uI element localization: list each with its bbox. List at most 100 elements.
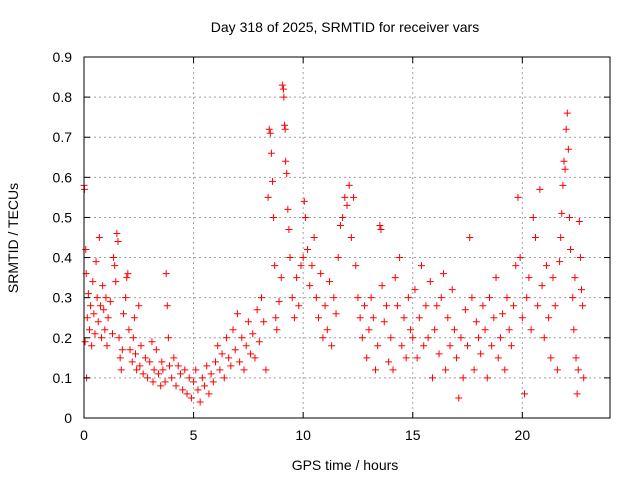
data-point: [376, 221, 384, 229]
data-point: [433, 302, 441, 310]
data-point: [165, 362, 173, 370]
data-point: [194, 386, 202, 394]
data-point: [374, 342, 382, 350]
data-point: [367, 294, 375, 302]
data-point: [358, 334, 366, 342]
data-point: [205, 390, 213, 398]
data-point: [240, 366, 248, 374]
data-point: [402, 354, 410, 362]
data-point: [201, 382, 209, 390]
data-point: [207, 370, 215, 378]
data-point: [203, 362, 211, 370]
data-point: [312, 294, 320, 302]
data-point: [122, 294, 130, 302]
data-point: [490, 314, 498, 322]
data-point: [117, 366, 125, 374]
data-point: [560, 157, 568, 165]
data-point: [571, 274, 579, 282]
data-point: [192, 366, 200, 374]
data-point: [110, 254, 118, 262]
data-point: [492, 274, 500, 282]
data-point: [404, 294, 412, 302]
data-point: [569, 294, 577, 302]
data-point: [281, 121, 289, 129]
data-point: [455, 394, 463, 402]
data-point: [135, 302, 143, 310]
data-point: [448, 286, 456, 294]
data-point: [118, 346, 126, 354]
data-point: [542, 262, 550, 270]
data-point: [393, 302, 401, 310]
data-point: [179, 386, 187, 394]
data-point: [258, 294, 266, 302]
data-point: [457, 334, 465, 342]
data-point: [113, 229, 121, 237]
y-tick-label: 0: [64, 410, 72, 426]
data-point: [111, 262, 119, 270]
data-point: [136, 362, 144, 370]
data-point: [424, 334, 432, 342]
data-point: [304, 246, 312, 254]
data-point: [570, 326, 578, 334]
data-point: [378, 282, 386, 290]
data-point: [336, 221, 344, 229]
data-point: [271, 262, 279, 270]
data-point: [512, 262, 520, 270]
y-tick-label: 0.9: [53, 49, 73, 65]
data-point: [413, 354, 421, 362]
data-point: [435, 350, 443, 358]
data-point: [89, 278, 97, 286]
y-tick-label: 0.6: [53, 169, 73, 185]
data-point: [132, 350, 140, 358]
data-point: [477, 350, 485, 358]
data-point: [295, 302, 303, 310]
data-point: [442, 366, 450, 374]
data-point: [82, 246, 90, 254]
data-point: [170, 354, 178, 362]
data-point: [464, 342, 472, 350]
data-point: [283, 169, 291, 177]
data-point: [125, 326, 133, 334]
data-point: [94, 318, 102, 326]
data-point: [389, 366, 397, 374]
data-point: [354, 294, 362, 302]
data-point: [470, 366, 478, 374]
data-point: [162, 270, 170, 278]
data-point: [306, 282, 314, 290]
data-point: [185, 374, 193, 382]
y-tick-label: 0.8: [53, 89, 73, 105]
data-point: [547, 354, 555, 362]
data-point: [146, 358, 154, 366]
data-point: [573, 390, 581, 398]
data-point: [317, 270, 325, 278]
data-point: [129, 334, 137, 342]
data-point: [155, 370, 163, 378]
data-point: [126, 346, 134, 354]
data-point: [277, 274, 285, 282]
data-point: [99, 282, 107, 290]
data-point: [279, 85, 287, 93]
data-point: [352, 262, 360, 270]
data-point: [123, 274, 131, 282]
data-point: [564, 145, 572, 153]
plot-frame: [83, 56, 611, 419]
data-point: [280, 93, 288, 101]
data-point: [176, 370, 184, 378]
data-point: [214, 342, 222, 350]
data-point: [499, 310, 507, 318]
data-point: [323, 326, 331, 334]
data-point: [561, 165, 569, 173]
data-point: [273, 326, 281, 334]
data-point: [119, 310, 127, 318]
data-point: [391, 274, 399, 282]
data-point: [198, 374, 206, 382]
data-point: [92, 258, 100, 266]
data-point: [468, 294, 476, 302]
data-point: [124, 270, 132, 278]
data-point: [98, 334, 106, 342]
data-point: [81, 338, 89, 346]
data-point: [549, 274, 557, 282]
data-point: [149, 378, 157, 386]
x-tick-label: 10: [295, 427, 311, 443]
